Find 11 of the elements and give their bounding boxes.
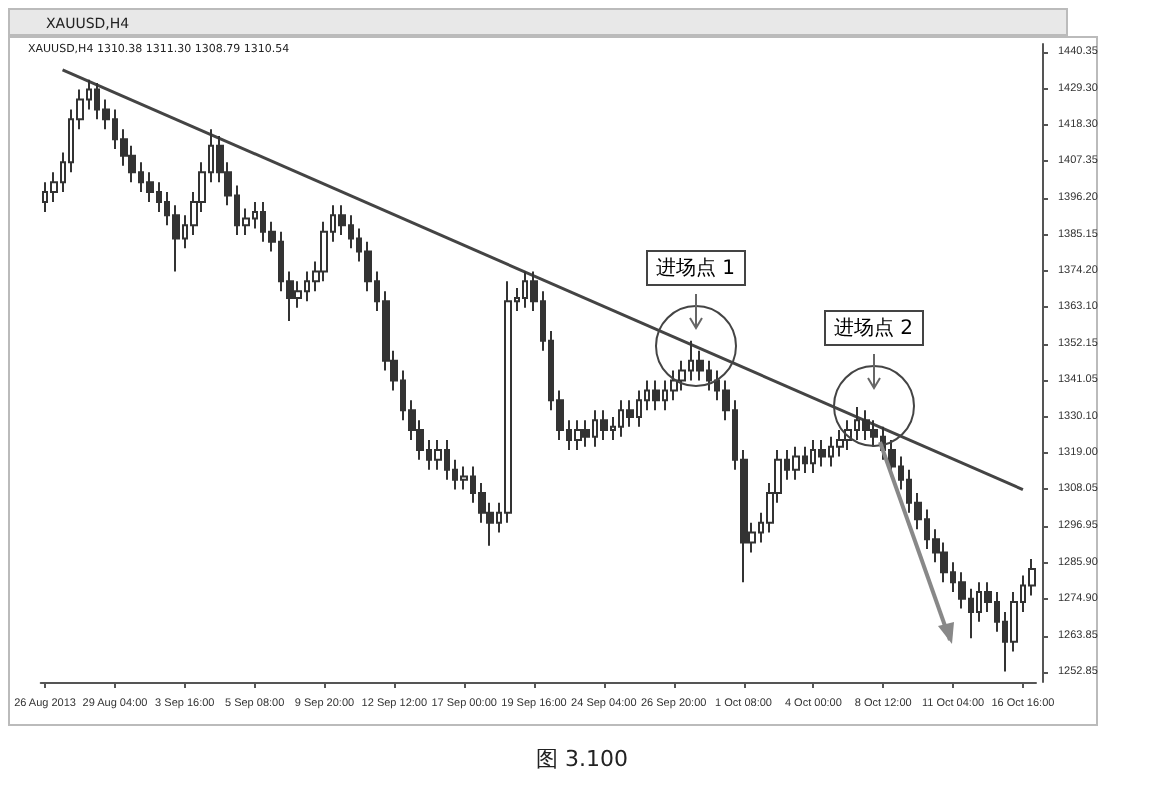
caption: 图 3.100 — [534, 744, 630, 774]
annotation: 进场点 2 — [824, 310, 924, 346]
candlestick — [574, 419, 582, 451]
candlestick — [600, 409, 608, 442]
annotation: 进场点 1 — [646, 250, 746, 286]
candlestick — [652, 379, 660, 412]
candlestick — [792, 445, 800, 481]
candlestick — [696, 349, 704, 382]
candlestick — [818, 439, 826, 468]
candlestick — [670, 369, 678, 402]
candlestick — [862, 409, 870, 442]
